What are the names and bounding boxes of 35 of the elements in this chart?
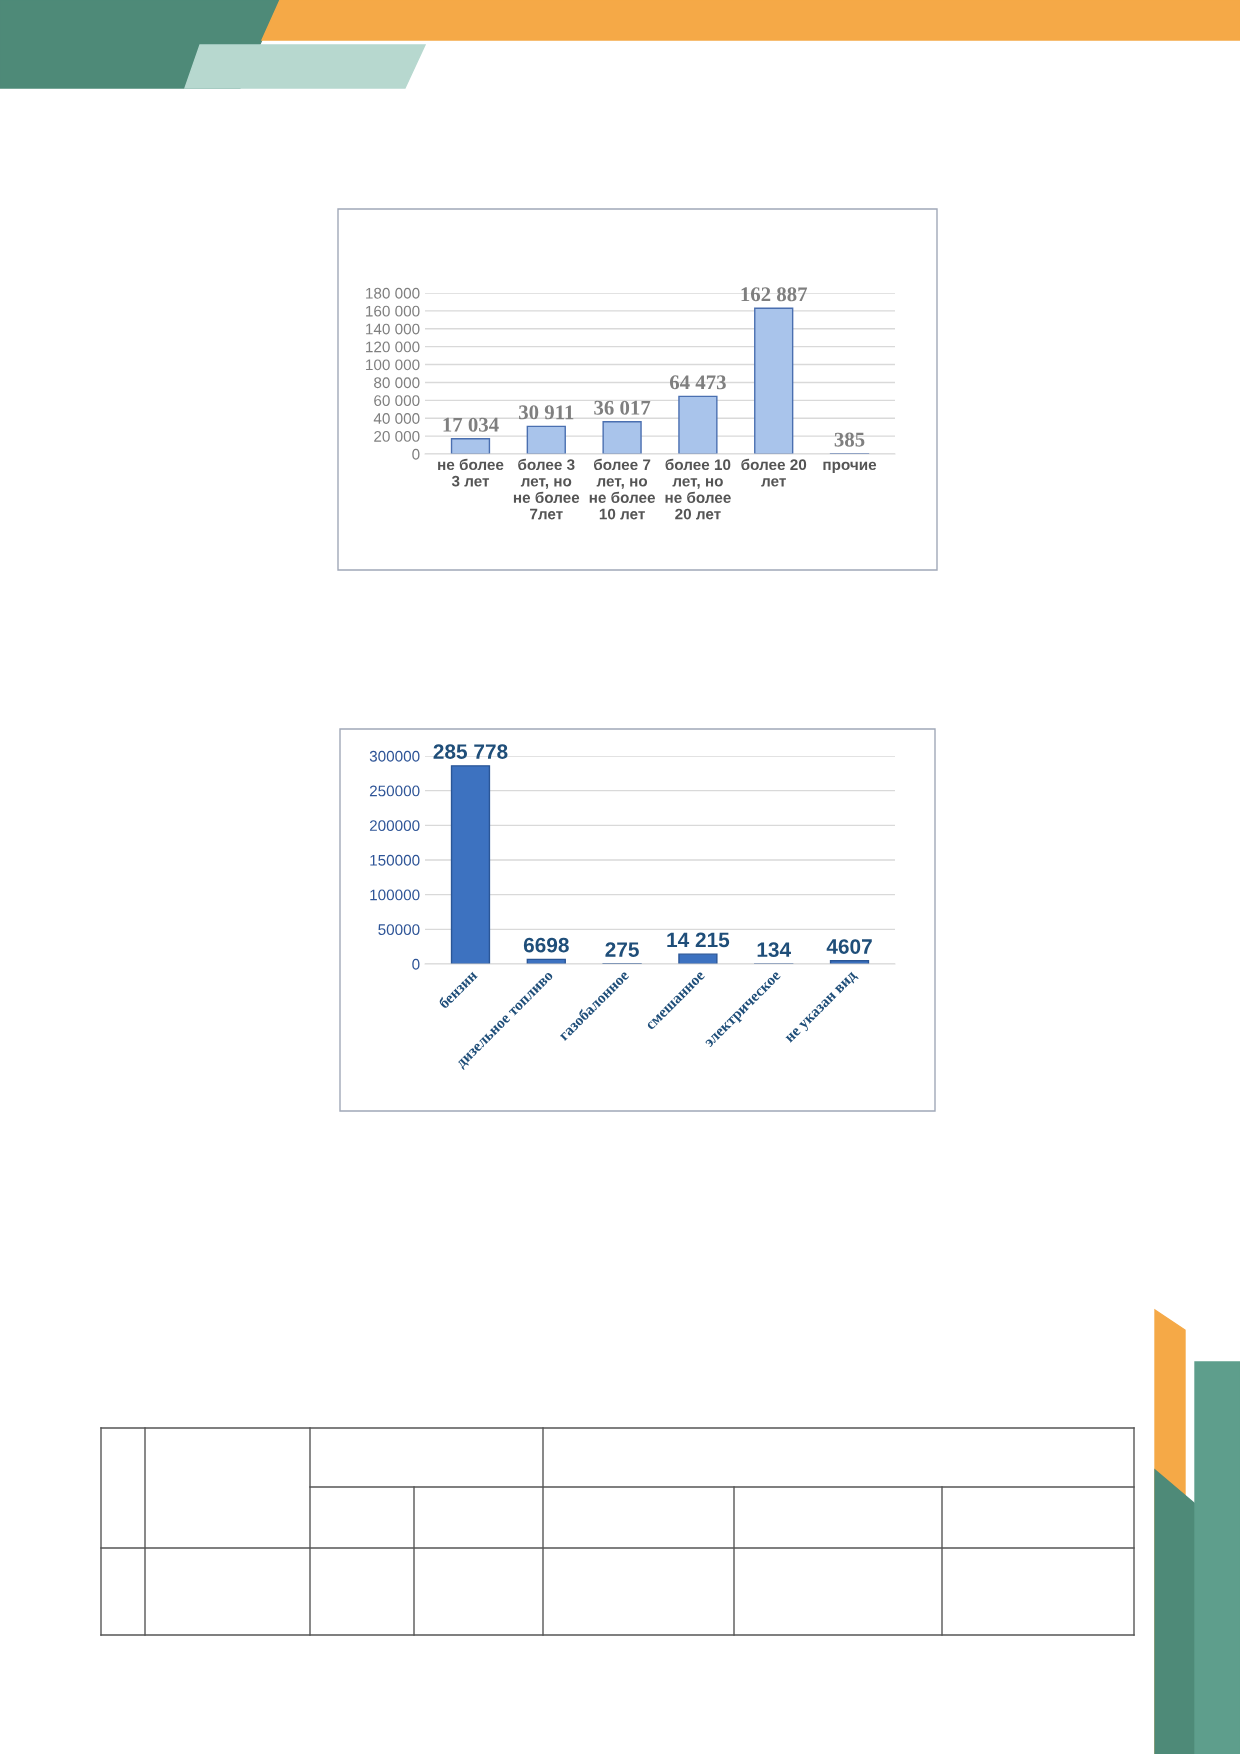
y-tick-label: 50000: [378, 924, 420, 936]
y-tick-label: 180 000: [366, 287, 420, 299]
y-tick-label: 160 000: [366, 305, 420, 317]
x-tick-label: более 20 лет: [741, 458, 807, 487]
data-label: 134: [757, 942, 791, 958]
y-tick-label: 150000: [370, 854, 420, 866]
data-label: 6698: [523, 937, 569, 953]
data-label: 14 215: [667, 932, 730, 948]
y-tick-label: 120 000: [366, 341, 420, 353]
data-label: 285 778: [433, 744, 508, 759]
x-tick-label: прочие: [823, 461, 877, 474]
data-label: 17 034: [443, 417, 499, 432]
y-tick-label: 250000: [369, 785, 420, 797]
y-tick-label: 100000: [370, 889, 420, 901]
y-tick-label: 300000: [369, 750, 420, 762]
y-tick-label: 40 000: [373, 413, 420, 424]
y-tick-label: 0: [412, 448, 420, 460]
y-tick-label: 60 000: [374, 395, 420, 407]
x-tick-label: более 7 лет, но не более 10 лет: [589, 458, 655, 520]
x-tick-label: более 3 лет, но не более 7лет: [513, 458, 580, 520]
y-tick-label: 100 000: [366, 359, 420, 371]
data-label: 162 887: [741, 287, 808, 302]
data-label: 4607: [826, 939, 872, 954]
y-tick-label: 80 000: [374, 377, 420, 389]
y-tick-label: 200000: [369, 820, 420, 832]
y-tick-label: 20 000: [374, 430, 420, 442]
x-tick-label: не более 3 лет: [438, 458, 504, 487]
y-tick-label: 140 000: [366, 323, 420, 335]
data-label: 36 017: [594, 400, 651, 415]
y-tick-label: 0: [412, 958, 420, 970]
data-label: 64 473: [669, 375, 726, 390]
data-label: 275: [605, 942, 639, 957]
data-label: 30 911: [519, 405, 574, 420]
data-label: 385: [834, 432, 865, 447]
x-tick-label: более 10 лет, но не более 20 лет: [665, 458, 731, 520]
